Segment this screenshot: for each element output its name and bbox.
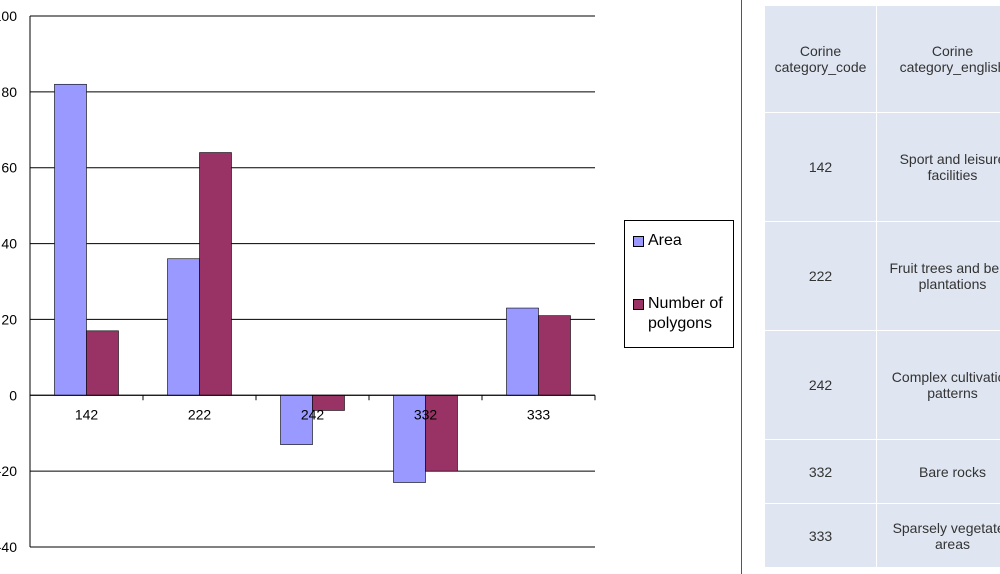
bar: [167, 258, 200, 396]
bar: [199, 152, 232, 396]
bar: [280, 394, 313, 445]
x-tick-label: 222: [188, 406, 212, 422]
bar: [538, 315, 571, 396]
table: Corine category_code Corine category_engl…: [764, 5, 1000, 568]
y-tick-label: 80: [1, 84, 17, 100]
y-tick-label: 60: [1, 160, 17, 176]
y-tick-label: -40: [0, 539, 17, 555]
table-cell: Fruit trees and berry plantations: [876, 221, 1000, 331]
x-tick-label: 142: [75, 406, 99, 422]
divider: [741, 0, 742, 574]
table-cell: Complex cultivation patterns: [876, 330, 1000, 440]
x-tick-label: 333: [527, 406, 551, 422]
legend-item: Number of polygons: [633, 294, 728, 334]
table-cell: Bare rocks: [876, 439, 1000, 504]
header-cell: Corine category_english: [876, 5, 1000, 113]
table-cell: 142: [764, 112, 877, 222]
x-tick-label: 332: [414, 406, 438, 422]
bar: [86, 330, 119, 396]
table-row: Corine category_code Corine category_engl…: [764, 5, 1000, 113]
legend-swatch: [633, 299, 644, 310]
legend-label: Area: [648, 232, 682, 249]
header-cell: Corine category_code: [764, 5, 877, 113]
table-cell: 242: [764, 330, 877, 440]
y-tick-label: 40: [1, 236, 17, 252]
bar: [425, 394, 458, 472]
table-row: 332 Bare rocks: [764, 439, 1000, 504]
bar: [506, 307, 539, 396]
y-tick-label: 20: [1, 311, 17, 327]
legend-label: Number of polygons: [648, 295, 723, 332]
table-cell: Sport and leisure facilities: [876, 112, 1000, 222]
x-tick-label: 242: [301, 406, 325, 422]
legend-swatch: [633, 236, 644, 247]
table-cell: Sparsely vegetated areas: [876, 503, 1000, 568]
table-cell: 333: [764, 503, 877, 568]
bar: [54, 83, 87, 396]
y-tick-label: -20: [0, 463, 17, 479]
y-tick-label: 100: [0, 8, 17, 24]
table-row: 142 Sport and leisure facilities: [764, 112, 1000, 222]
bar: [393, 394, 426, 483]
legend-item: Area: [633, 231, 728, 251]
table-cell: 222: [764, 221, 877, 331]
table-cell: 332: [764, 439, 877, 504]
chart: -40 -20 0 20 40 60 80 100 142 222 242 332 333: [0, 8, 596, 555]
y-tick-label: 0: [9, 387, 17, 403]
legend: Area Number of polygons: [624, 220, 734, 348]
